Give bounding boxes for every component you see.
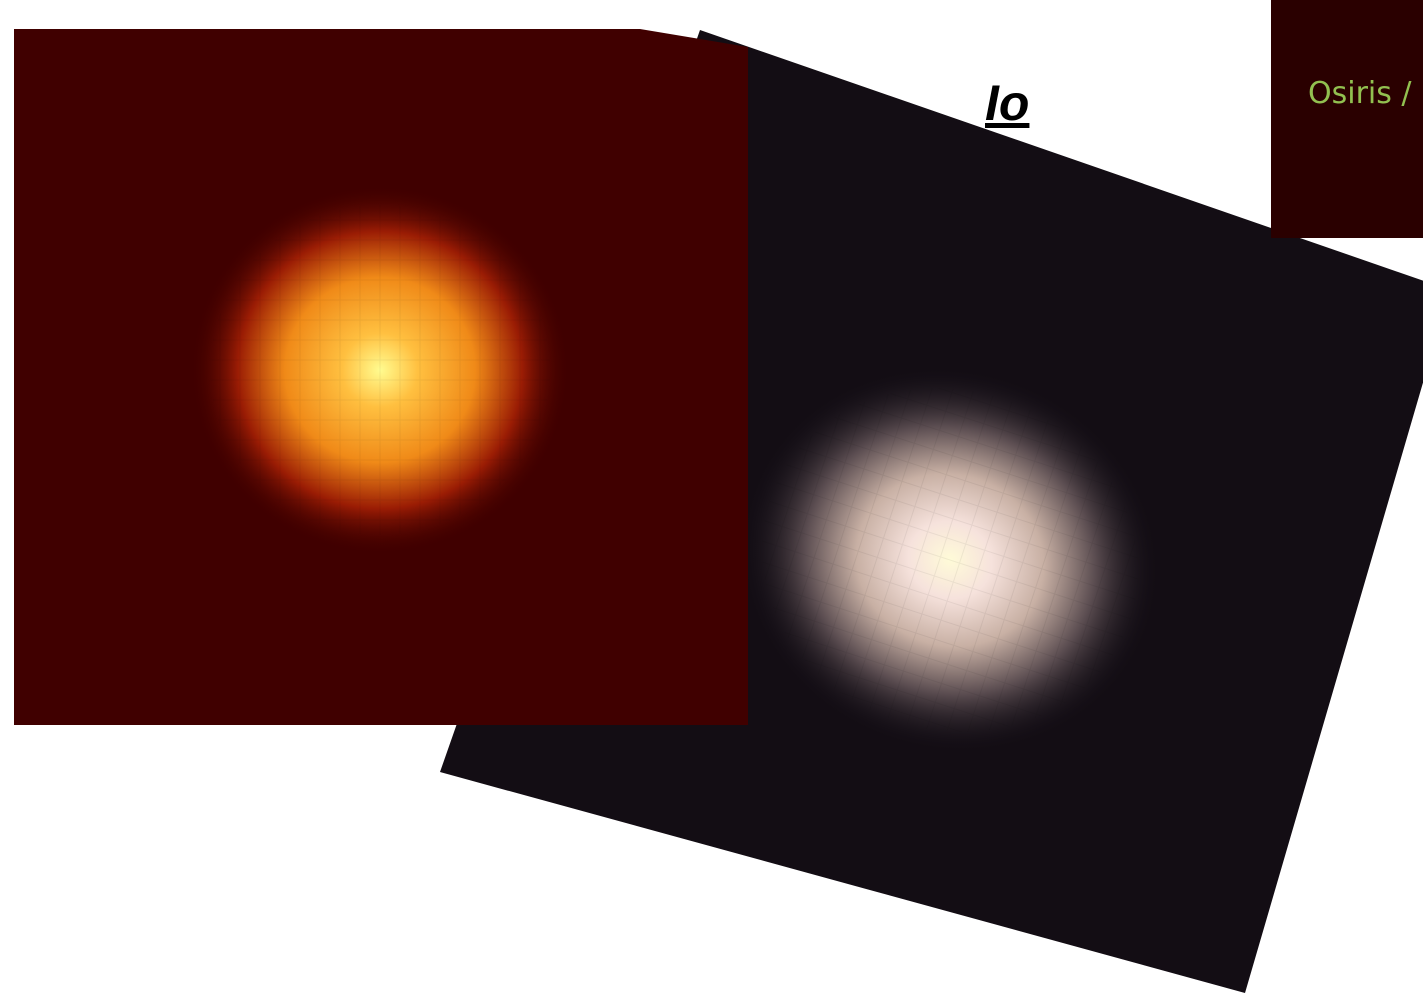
- instrument-box: Osiris /: [1271, 0, 1423, 238]
- infrared-image: [14, 29, 748, 725]
- instrument-label: Osiris /: [1308, 76, 1412, 111]
- pixel-grid: [210, 205, 550, 535]
- slide-title: Io: [985, 75, 1029, 131]
- label-box: [1271, 0, 1423, 238]
- pixel-grid: [761, 387, 1139, 733]
